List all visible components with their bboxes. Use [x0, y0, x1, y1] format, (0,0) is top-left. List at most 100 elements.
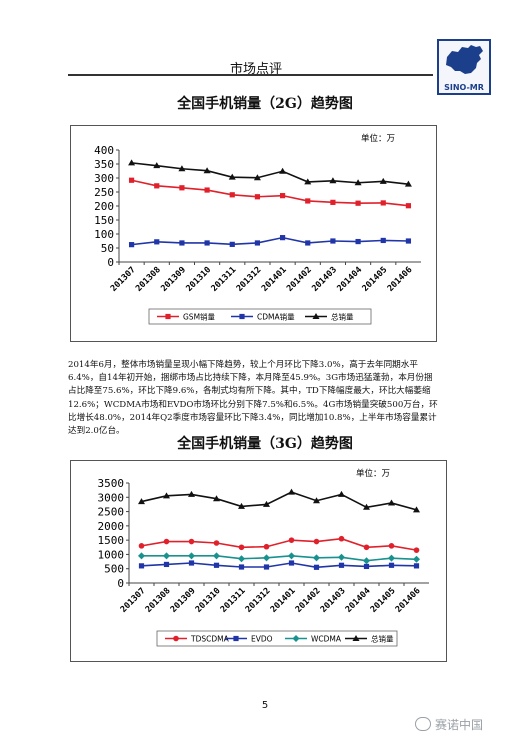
data-point	[203, 167, 211, 174]
header-divider	[68, 74, 433, 76]
data-point	[313, 554, 320, 562]
y-tick-label: 1500	[98, 534, 125, 547]
data-point	[313, 497, 320, 504]
legend-marker	[173, 635, 179, 642]
x-tick-label: 201404	[344, 586, 373, 615]
data-point	[305, 240, 311, 246]
series-line	[131, 162, 409, 185]
y-tick-label: 1000	[98, 548, 125, 561]
data-point	[388, 499, 395, 506]
data-point	[404, 180, 412, 187]
legend-marker	[239, 313, 245, 320]
x-tick-label: 201401	[260, 265, 289, 294]
y-tick-label: 3500	[98, 477, 125, 490]
data-point	[188, 552, 195, 560]
data-point	[363, 563, 370, 570]
legend-label: TDSCDMA	[190, 635, 230, 644]
data-point	[263, 500, 270, 507]
data-point	[305, 198, 311, 204]
data-point	[178, 165, 186, 172]
data-point	[363, 503, 370, 510]
data-point	[313, 538, 320, 545]
x-tick-label: 201307	[109, 265, 138, 294]
data-point	[163, 492, 170, 499]
page-number: 5	[261, 700, 269, 711]
data-point	[188, 538, 195, 545]
data-point	[338, 553, 345, 561]
legend-marker	[233, 635, 239, 642]
data-point	[354, 179, 362, 186]
x-tick-label: 201312	[244, 586, 273, 615]
data-point	[413, 506, 420, 513]
y-tick-label: 2000	[98, 520, 125, 533]
data-point	[279, 193, 286, 199]
legend-marker	[312, 313, 320, 319]
data-point	[355, 200, 361, 206]
legend-label: WCDMA	[311, 635, 342, 644]
data-point	[213, 562, 220, 568]
data-point	[263, 564, 270, 570]
data-point	[288, 552, 295, 560]
data-point	[238, 555, 245, 563]
watermark-text: 赛诺中国	[435, 718, 484, 732]
y-tick-label: 250	[94, 186, 114, 199]
x-tick-label: 201312	[235, 265, 264, 294]
data-point	[405, 238, 412, 244]
chart-3g-title: 全国手机销量（3G）趋势图	[177, 436, 353, 452]
legend-label: CDMA销量	[257, 312, 295, 322]
y-tick-label: 200	[94, 200, 114, 213]
x-tick-label: 201404	[335, 265, 364, 294]
data-point	[213, 495, 220, 502]
chart-3g: 单位：万050010001500200025003000350020130720…	[98, 468, 429, 647]
market-commentary: 2014年6月，整体市场销量呈现小幅下降趋势，较上个月环比下降3.0%，高于去年…	[68, 360, 438, 437]
data-point	[254, 194, 261, 200]
data-point	[330, 199, 336, 205]
data-point	[338, 490, 345, 497]
chart-3g-frame: 单位：万 0 500 1000 1500 2000 2500 3000 3500 201307 20…	[70, 460, 447, 662]
x-tick-label: 201406	[394, 586, 423, 615]
legend-marker	[352, 635, 360, 641]
data-point	[263, 543, 270, 550]
data-point	[179, 185, 185, 191]
data-point	[138, 552, 145, 560]
data-point	[204, 240, 210, 246]
data-point	[128, 242, 135, 248]
data-point	[288, 488, 295, 495]
data-point	[413, 547, 420, 553]
data-point	[363, 544, 370, 551]
legend-label: EVDO	[251, 635, 273, 644]
data-point	[229, 241, 235, 247]
data-point	[138, 543, 145, 549]
data-point	[388, 554, 395, 562]
data-point	[238, 564, 245, 570]
y-tick-label: 300	[94, 172, 114, 185]
series-line	[131, 236, 409, 246]
x-tick-label: 201401	[269, 586, 298, 615]
unit-label: 单位：万	[361, 133, 395, 144]
x-tick-label: 201310	[184, 265, 213, 294]
data-point	[279, 167, 287, 174]
chart-2g-frame: 单位：万 0 50 100 150 200 250 300 350 400 201307 201308…	[70, 125, 437, 342]
y-tick-label: 0	[117, 577, 124, 590]
wechat-watermark: 赛诺中国	[415, 716, 483, 733]
legend-label: GSM销量	[183, 312, 216, 322]
china-map-icon	[446, 45, 483, 74]
x-tick-label: 201311	[219, 586, 248, 615]
data-point	[413, 563, 420, 569]
y-tick-label: 150	[94, 214, 114, 227]
series-line	[141, 491, 417, 511]
data-point	[138, 563, 145, 569]
series-line	[141, 537, 417, 551]
x-tick-label: 201309	[169, 586, 198, 615]
data-point	[338, 562, 345, 568]
unit-label: 单位：万	[356, 468, 390, 479]
legend-box	[148, 308, 372, 325]
data-point	[163, 552, 170, 560]
chart-2g-title: 全国手机销量（2G）趋势图	[177, 96, 353, 112]
data-point	[229, 192, 235, 198]
data-point	[355, 238, 361, 245]
data-point	[329, 177, 337, 184]
x-tick-label: 201311	[210, 265, 239, 294]
data-point	[338, 535, 345, 542]
